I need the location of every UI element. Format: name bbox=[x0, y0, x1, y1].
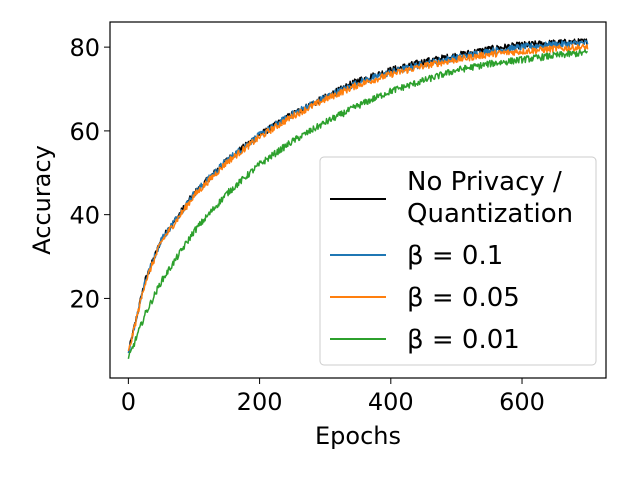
x-tick-label: 400 bbox=[368, 388, 414, 416]
series-line bbox=[127, 49, 588, 359]
x-axis: 0 200 400 600 bbox=[121, 378, 545, 416]
y-tick-label: 60 bbox=[69, 118, 100, 146]
y-axis: 20 40 60 80 bbox=[69, 34, 110, 313]
x-tick-label: 600 bbox=[499, 388, 545, 416]
y-tick-label: 40 bbox=[69, 202, 100, 230]
x-tick-label: 200 bbox=[237, 388, 283, 416]
y-axis-label: Accuracy bbox=[28, 145, 56, 255]
legend-label: Quantization bbox=[407, 199, 573, 229]
legend: No Privacy /Quantization β = 0.1 β = 0.05 β… bbox=[319, 156, 597, 366]
legend-label: β = 0.01 bbox=[407, 325, 520, 355]
legend-label: No Privacy / bbox=[407, 167, 562, 197]
x-axis-label: Epochs bbox=[315, 422, 401, 450]
legend-box bbox=[319, 156, 597, 366]
x-tick-label: 0 bbox=[121, 388, 136, 416]
y-tick-label: 20 bbox=[69, 285, 100, 313]
series-line bbox=[127, 43, 589, 352]
y-tick-label: 80 bbox=[69, 34, 100, 62]
legend-label: β = 0.05 bbox=[407, 283, 520, 313]
series-layer bbox=[127, 38, 589, 359]
plot-area-frame bbox=[109, 21, 607, 379]
legend-label: β = 0.1 bbox=[407, 241, 503, 271]
